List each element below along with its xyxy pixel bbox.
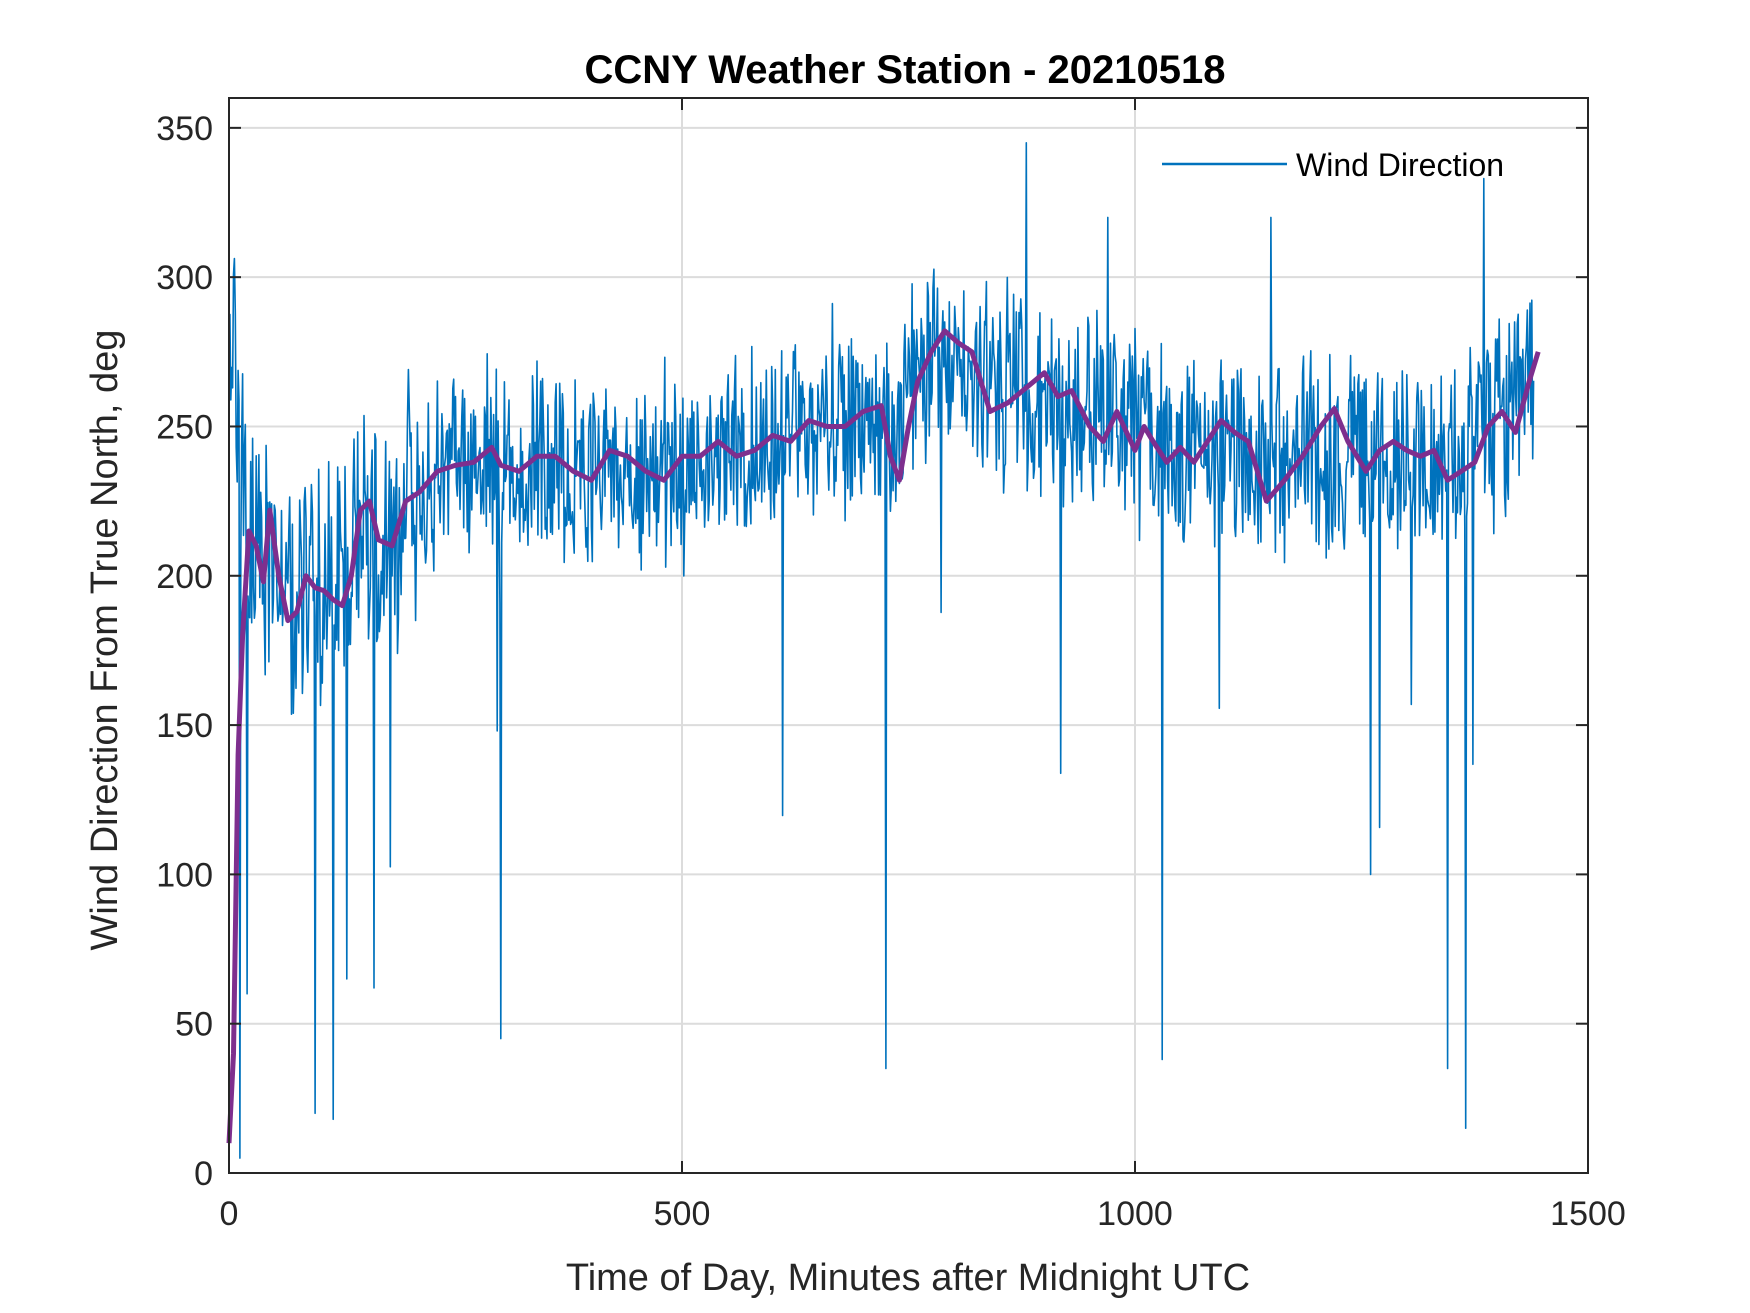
wind-direction-series: [228, 142, 1535, 1159]
plot-area-frame: [228, 97, 1589, 1174]
x-tick-label: 0: [220, 1195, 239, 1233]
x-tick-label: 1500: [1550, 1195, 1626, 1233]
legend: Wind Direction: [1162, 147, 1504, 183]
y-tick-label: 250: [156, 408, 213, 446]
x-tick-labels: 0 500 1000 1500: [220, 1195, 1626, 1233]
x-tick-label: 1000: [1097, 1195, 1173, 1233]
grid-lines: [228, 98, 1589, 1174]
x-axis-label: Time of Day, Minutes after Midnight UTC: [566, 1257, 1250, 1299]
y-tick-label: 150: [156, 707, 213, 745]
y-tick-label: 300: [156, 259, 213, 297]
smoothed-wind-direction-series: [226, 328, 1541, 1144]
y-tick-labels: 0 50 100 150 200 250 300 350: [156, 110, 213, 1193]
y-tick-label: 50: [175, 1006, 213, 1044]
smoothed-wind-direction-line: [226, 328, 1541, 1144]
y-tick-label: 350: [156, 110, 213, 148]
y-axis-label: Wind Direction From True North, deg: [84, 330, 126, 951]
y-tick-label: 100: [156, 856, 213, 894]
legend-label-wind-direction: Wind Direction: [1296, 147, 1504, 183]
axis-ticks: [228, 98, 1589, 1174]
x-tick-label: 500: [654, 1195, 711, 1233]
y-tick-label: 0: [194, 1155, 213, 1193]
chart-title: CCNY Weather Station - 20210518: [585, 48, 1226, 92]
y-tick-label: 200: [156, 558, 213, 596]
wind-direction-line: [228, 142, 1535, 1159]
